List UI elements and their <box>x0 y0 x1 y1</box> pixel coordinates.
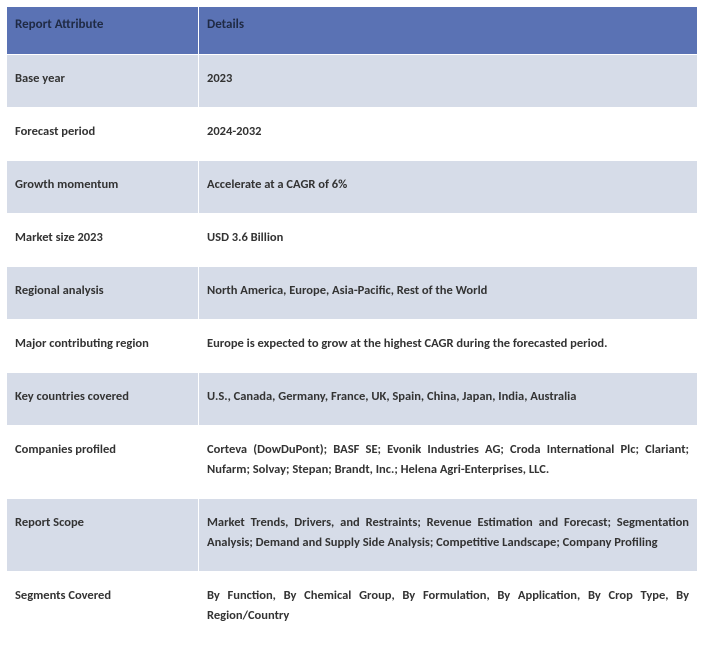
attribute-cell: Base year <box>7 55 199 108</box>
table-row: Key countries coveredU.S., Canada, Germa… <box>7 373 698 426</box>
table-header: Report Attribute Details <box>7 7 698 55</box>
attribute-cell: Companies profiled <box>7 426 199 499</box>
table-row: Major contributing regionEurope is expec… <box>7 320 698 373</box>
detail-cell: By Function, By Chemical Group, By Formu… <box>199 572 698 645</box>
detail-cell: Market Trends, Drivers, and Restraints; … <box>199 499 698 572</box>
table-row: Segments CoveredBy Function, By Chemical… <box>7 572 698 645</box>
report-attributes-table: Report Attribute Details Base year2023Fo… <box>6 6 698 645</box>
detail-cell: 2024-2032 <box>199 108 698 161</box>
attribute-cell: Report Scope <box>7 499 199 572</box>
table-body: Base year2023Forecast period2024-2032Gro… <box>7 55 698 645</box>
table-row: Forecast period2024-2032 <box>7 108 698 161</box>
table-row: Market size 2023USD 3.6 Billion <box>7 214 698 267</box>
attribute-cell: Key countries covered <box>7 373 199 426</box>
attribute-cell: Forecast period <box>7 108 199 161</box>
detail-cell: Accelerate at a CAGR of 6% <box>199 161 698 214</box>
detail-cell: U.S., Canada, Germany, France, UK, Spain… <box>199 373 698 426</box>
detail-cell: USD 3.6 Billion <box>199 214 698 267</box>
detail-cell: Corteva (DowDuPont); BASF SE; Evonik Ind… <box>199 426 698 499</box>
table-row: Growth momentumAccelerate at a CAGR of 6… <box>7 161 698 214</box>
table-row: Companies profiledCorteva (DowDuPont); B… <box>7 426 698 499</box>
attribute-cell: Growth momentum <box>7 161 199 214</box>
table-row: Base year2023 <box>7 55 698 108</box>
detail-cell: North America, Europe, Asia-Pacific, Res… <box>199 267 698 320</box>
detail-cell: 2023 <box>199 55 698 108</box>
table-row: Report ScopeMarket Trends, Drivers, and … <box>7 499 698 572</box>
col-header-details: Details <box>199 7 698 55</box>
detail-cell: Europe is expected to grow at the highes… <box>199 320 698 373</box>
col-header-attribute: Report Attribute <box>7 7 199 55</box>
attribute-cell: Regional analysis <box>7 267 199 320</box>
attribute-cell: Market size 2023 <box>7 214 199 267</box>
attribute-cell: Major contributing region <box>7 320 199 373</box>
table-row: Regional analysisNorth America, Europe, … <box>7 267 698 320</box>
attribute-cell: Segments Covered <box>7 572 199 645</box>
